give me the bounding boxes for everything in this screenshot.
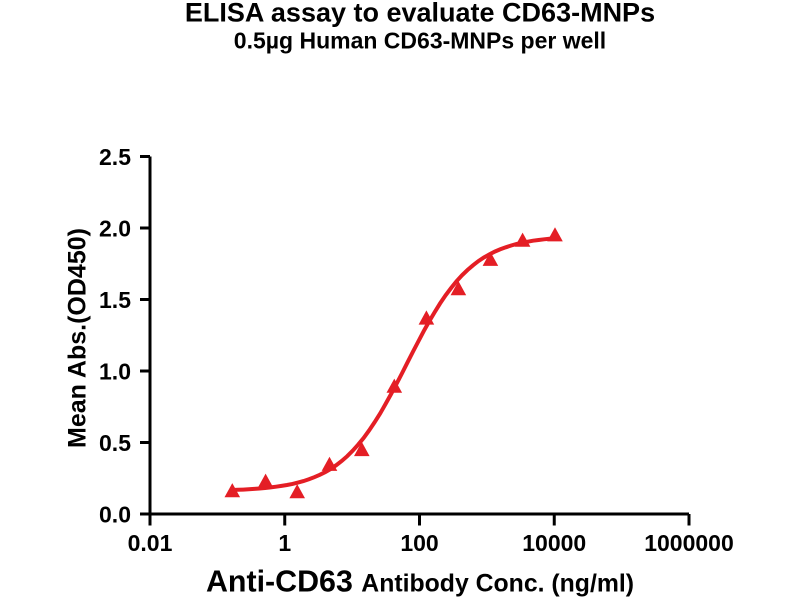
svg-text:Mean Abs.(OD450): Mean Abs.(OD450) [64,228,92,448]
svg-text:2.0: 2.0 [99,216,131,242]
svg-text:0.5: 0.5 [99,430,131,456]
svg-text:10000: 10000 [522,530,586,556]
svg-text:ELISA assay to evaluate CD63-M: ELISA assay to evaluate CD63-MNPs [185,0,655,28]
svg-text:Anti-CD63 Antibody Conc. (ng/m: Anti-CD63 Antibody Conc. (ng/ml) [206,565,634,599]
svg-text:1.5: 1.5 [99,287,131,313]
svg-text:1: 1 [278,530,291,556]
svg-text:0.0: 0.0 [99,502,131,528]
svg-text:0.01: 0.01 [128,530,173,556]
svg-text:0.5µg Human CD63-MNPs per well: 0.5µg Human CD63-MNPs per well [234,28,606,54]
svg-text:2.5: 2.5 [99,144,131,170]
svg-text:100: 100 [400,530,438,556]
svg-text:1.0: 1.0 [99,359,131,385]
svg-text:1000000: 1000000 [644,530,734,556]
